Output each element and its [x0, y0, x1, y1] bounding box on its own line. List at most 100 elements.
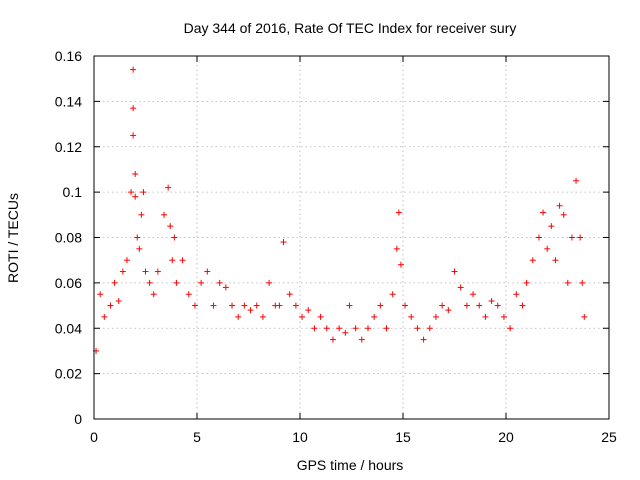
data-point	[507, 325, 514, 332]
data-point	[140, 189, 147, 196]
data-point	[544, 245, 551, 252]
data-point	[529, 257, 536, 264]
y-tick-label: 0.14	[55, 93, 82, 109]
y-tick-label: 0.06	[55, 275, 82, 291]
data-point	[556, 202, 563, 209]
data-point	[317, 313, 324, 320]
data-point	[229, 302, 236, 309]
data-point	[154, 268, 161, 275]
data-point	[439, 302, 446, 309]
data-point	[560, 211, 567, 218]
data-point	[364, 325, 371, 332]
data-points	[93, 66, 588, 354]
data-point	[311, 325, 318, 332]
data-point	[564, 279, 571, 286]
x-tick-label: 0	[90, 429, 98, 445]
y-tick-label: 0.04	[55, 320, 82, 336]
data-point	[523, 279, 530, 286]
data-point	[128, 189, 135, 196]
data-point	[476, 302, 483, 309]
data-point	[463, 302, 470, 309]
data-point	[329, 336, 336, 343]
data-point	[573, 177, 580, 184]
data-point	[352, 325, 359, 332]
data-point	[414, 325, 421, 332]
data-point	[395, 209, 402, 216]
data-point	[568, 234, 575, 241]
data-point	[371, 313, 378, 320]
data-point	[161, 211, 168, 218]
data-point	[107, 302, 114, 309]
data-point	[259, 313, 266, 320]
data-point	[383, 325, 390, 332]
data-point	[305, 307, 312, 314]
data-point	[132, 170, 139, 177]
data-point	[402, 302, 409, 309]
x-tick-labels: 0 5 10 15 20 25	[90, 429, 617, 445]
chart-title: Day 344 of 2016, Rate Of TEC Index for r…	[184, 20, 517, 36]
data-point	[358, 336, 365, 343]
data-point	[173, 279, 180, 286]
data-point	[346, 302, 353, 309]
data-point	[482, 313, 489, 320]
data-point	[101, 313, 108, 320]
y-tick-label: 0.1	[63, 184, 83, 200]
x-axis-label: GPS time / hours	[297, 457, 404, 473]
data-point	[397, 261, 404, 268]
data-point	[266, 279, 273, 286]
data-point	[136, 245, 143, 252]
data-point	[115, 298, 122, 305]
data-point	[494, 302, 501, 309]
data-point	[408, 313, 415, 320]
data-point	[142, 268, 149, 275]
data-point	[470, 291, 477, 298]
x-tick-label: 10	[292, 429, 308, 445]
data-point	[146, 279, 153, 286]
x-tick-label: 20	[498, 429, 514, 445]
data-point	[123, 257, 130, 264]
data-point	[299, 313, 306, 320]
data-point	[457, 284, 464, 291]
y-tick-label: 0.16	[55, 48, 82, 64]
data-point	[169, 257, 176, 264]
x-tick-label: 25	[601, 429, 617, 445]
data-point	[488, 298, 495, 305]
y-tick-label: 0.02	[55, 366, 82, 382]
data-point	[500, 313, 507, 320]
data-point	[581, 313, 588, 320]
data-point	[150, 291, 157, 298]
data-point	[389, 291, 396, 298]
data-point	[222, 284, 229, 291]
data-point	[292, 302, 299, 309]
data-point	[132, 193, 139, 200]
data-point	[165, 184, 172, 191]
data-point	[171, 234, 178, 241]
data-point	[276, 302, 283, 309]
data-point	[134, 234, 141, 241]
data-point	[198, 279, 205, 286]
x-tick-label: 5	[193, 429, 201, 445]
data-point	[535, 234, 542, 241]
data-point	[548, 223, 555, 230]
data-point	[513, 291, 520, 298]
data-point	[342, 329, 349, 336]
data-point	[577, 234, 584, 241]
data-point	[377, 302, 384, 309]
data-point	[579, 279, 586, 286]
data-point	[323, 325, 330, 332]
grid-lines	[94, 56, 609, 419]
data-point	[241, 302, 248, 309]
data-point	[204, 268, 211, 275]
data-point	[519, 302, 526, 309]
data-point	[552, 257, 559, 264]
data-point	[210, 302, 217, 309]
data-point	[432, 313, 439, 320]
data-point	[167, 223, 174, 230]
data-point	[185, 291, 192, 298]
data-point	[336, 325, 343, 332]
axis-ticks	[93, 55, 610, 420]
data-point	[253, 302, 260, 309]
data-point	[191, 302, 198, 309]
data-point	[247, 307, 254, 314]
